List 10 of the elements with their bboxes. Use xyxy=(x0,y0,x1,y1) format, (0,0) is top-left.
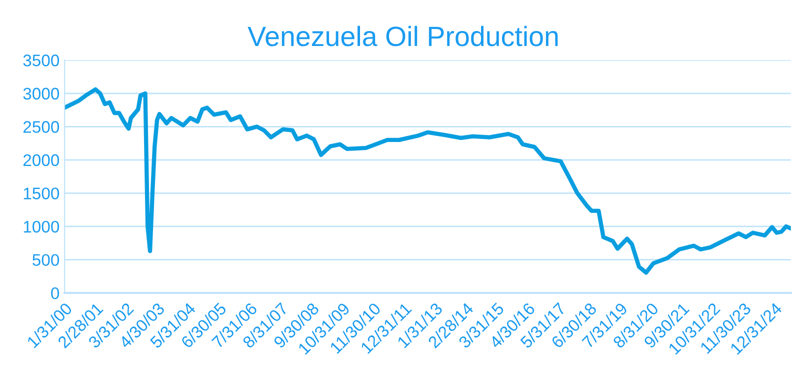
y-tick-label: 1500 xyxy=(24,188,60,200)
y-tick-label: 3500 xyxy=(23,54,60,66)
line-series xyxy=(64,87,791,275)
y-tick-label: 0 xyxy=(51,287,60,300)
y-tick-label: 2500 xyxy=(23,121,60,133)
y-tick-label: 3000 xyxy=(23,88,60,100)
y-tick-label: 2000 xyxy=(23,154,60,166)
chart-title: Venezuela Oil Production xyxy=(248,26,558,46)
y-tick-label: 500 xyxy=(32,254,60,266)
y-tick-label: 1000 xyxy=(24,220,60,233)
